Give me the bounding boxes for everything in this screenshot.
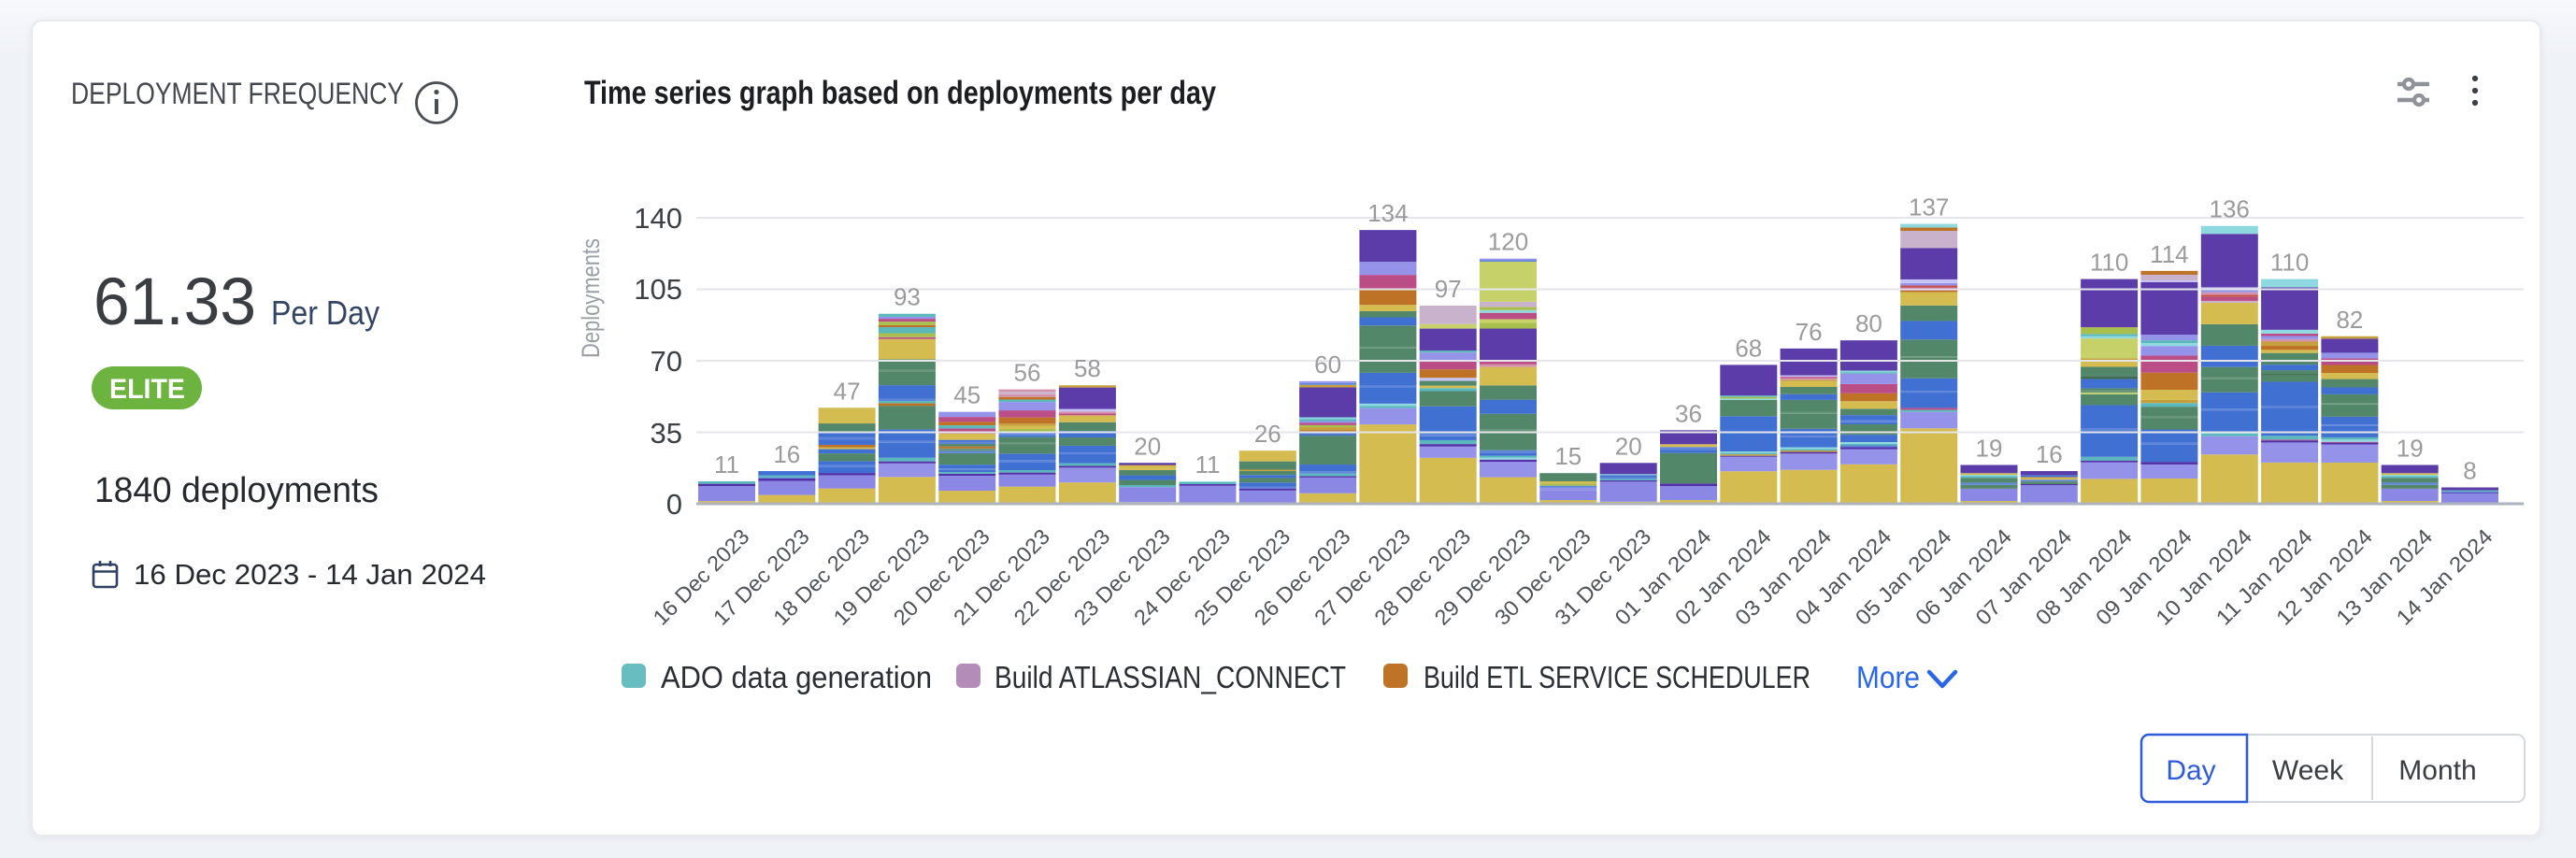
svg-text:19: 19 [1976, 435, 2003, 463]
svg-text:Month: Month [2398, 755, 2476, 786]
svg-text:97: 97 [1435, 275, 1462, 303]
svg-text:120: 120 [1488, 228, 1528, 256]
svg-text:110: 110 [2090, 249, 2128, 277]
svg-text:110: 110 [2270, 249, 2309, 277]
svg-text:8: 8 [2463, 457, 2476, 485]
svg-text:35: 35 [651, 417, 682, 450]
svg-text:Per Day: Per Day [271, 293, 379, 332]
svg-text:137: 137 [1909, 193, 1949, 222]
svg-text:26: 26 [1254, 420, 1281, 448]
svg-text:76: 76 [1796, 318, 1823, 346]
svg-text:45: 45 [953, 381, 980, 409]
svg-text:93: 93 [894, 283, 921, 311]
svg-text:ELITE: ELITE [109, 374, 185, 405]
svg-text:Day: Day [2166, 755, 2215, 786]
svg-text:Deployments: Deployments [577, 238, 605, 358]
svg-text:82: 82 [2336, 306, 2363, 334]
svg-text:114: 114 [2150, 240, 2188, 268]
svg-text:16: 16 [773, 440, 800, 468]
svg-text:105: 105 [634, 273, 682, 306]
svg-text:ADO data generation: ADO data generation [661, 660, 932, 694]
svg-text:80: 80 [1855, 309, 1882, 337]
svg-text:1840 deployments: 1840 deployments [94, 471, 379, 510]
svg-text:47: 47 [834, 377, 861, 405]
svg-text:58: 58 [1074, 354, 1101, 382]
svg-text:36: 36 [1675, 399, 1702, 427]
svg-text:Week: Week [2272, 755, 2344, 786]
svg-text:20: 20 [1615, 432, 1642, 460]
svg-text:70: 70 [651, 345, 682, 378]
svg-text:15: 15 [1554, 442, 1581, 470]
svg-text:140: 140 [634, 202, 682, 235]
svg-text:68: 68 [1735, 334, 1762, 362]
svg-text:DEPLOYMENT FREQUENCY: DEPLOYMENT FREQUENCY [71, 77, 404, 110]
svg-text:136: 136 [2210, 195, 2250, 223]
svg-text:Build ETL SERVICE SCHEDULER: Build ETL SERVICE SCHEDULER [1424, 660, 1810, 694]
svg-text:134: 134 [1367, 199, 1408, 227]
svg-text:0: 0 [666, 488, 682, 521]
svg-text:16 Dec 2023 - 14 Jan 2024: 16 Dec 2023 - 14 Jan 2024 [134, 558, 486, 591]
svg-text:60: 60 [1314, 350, 1341, 379]
svg-text:56: 56 [1014, 359, 1041, 387]
svg-text:Time series graph based on dep: Time series graph based on deployments p… [584, 75, 1216, 111]
svg-text:Build ATLASSIAN_CONNECT: Build ATLASSIAN_CONNECT [995, 660, 1346, 694]
svg-text:19: 19 [2397, 435, 2424, 463]
svg-text:16: 16 [2036, 440, 2063, 468]
svg-text:61.33: 61.33 [93, 265, 256, 339]
svg-text:11: 11 [714, 450, 739, 479]
svg-text:20: 20 [1134, 432, 1161, 460]
svg-text:More: More [1856, 660, 1920, 694]
svg-text:11: 11 [1195, 450, 1221, 479]
